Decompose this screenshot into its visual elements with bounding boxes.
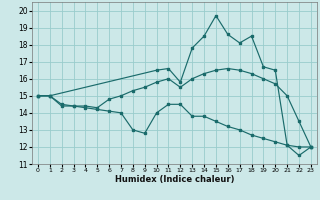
X-axis label: Humidex (Indice chaleur): Humidex (Indice chaleur) <box>115 175 234 184</box>
